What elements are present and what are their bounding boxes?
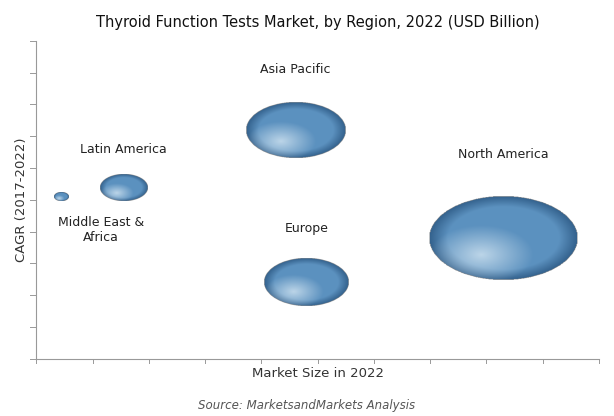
- Text: Latin America: Latin America: [80, 143, 167, 156]
- Title: Thyroid Function Tests Market, by Region, 2022 (USD Billion): Thyroid Function Tests Market, by Region…: [96, 15, 540, 30]
- X-axis label: Market Size in 2022: Market Size in 2022: [252, 367, 384, 380]
- Text: Asia Pacific: Asia Pacific: [260, 63, 330, 76]
- Y-axis label: CAGR (2017-2022): CAGR (2017-2022): [15, 138, 28, 262]
- Text: Middle East &
Africa: Middle East & Africa: [58, 216, 144, 244]
- Text: Europe: Europe: [284, 222, 328, 235]
- Text: North America: North America: [458, 149, 549, 161]
- Text: Source: MarketsandMarkets Analysis: Source: MarketsandMarkets Analysis: [198, 399, 416, 412]
